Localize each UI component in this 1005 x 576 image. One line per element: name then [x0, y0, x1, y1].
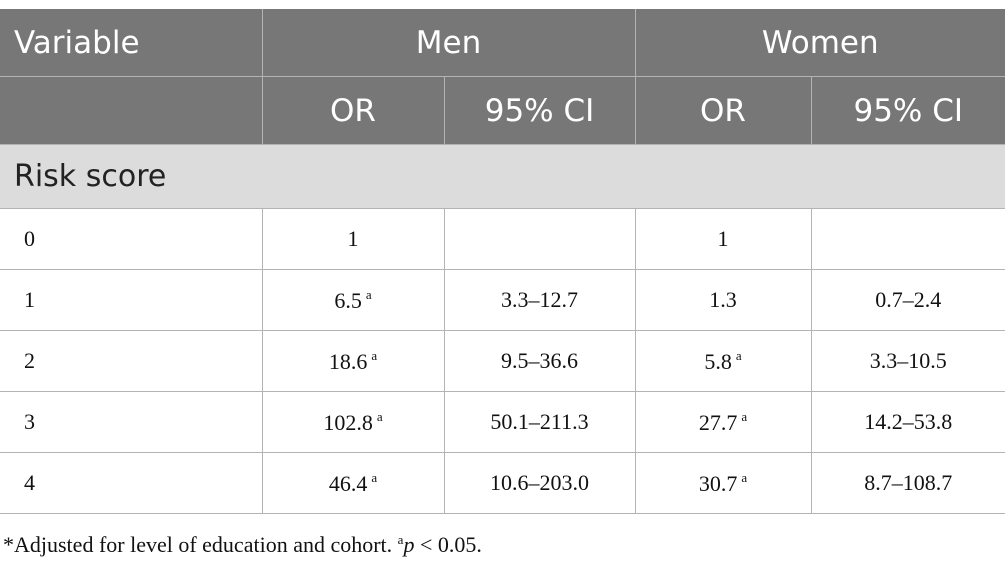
results-table: Variable Men Women OR 95% CI OR 95% CI R…	[0, 9, 1005, 514]
header-women-ci: 95% CI	[810, 76, 1005, 145]
men-ci: 10.6–203.0	[443, 452, 636, 514]
significance-marker: a	[735, 347, 742, 363]
women-or: 1	[634, 208, 812, 270]
women-ci: 0.7–2.4	[810, 269, 1005, 331]
men-ci	[443, 208, 636, 270]
men-or: 102.8 a	[261, 391, 445, 453]
men-ci: 50.1–211.3	[443, 391, 636, 453]
row-label: 3	[0, 391, 263, 453]
women-or: 30.7 a	[634, 452, 812, 514]
header-blank	[0, 76, 263, 145]
row-label: 1	[0, 269, 263, 331]
significance-marker: a	[371, 469, 378, 485]
significance-marker: a	[365, 286, 372, 302]
significance-marker: a	[741, 469, 748, 485]
row-label: 2	[0, 330, 263, 392]
row-label: 0	[0, 208, 263, 270]
men-or: 6.5 a	[261, 269, 445, 331]
header-men: Men	[261, 9, 636, 77]
men-or: 46.4 a	[261, 452, 445, 514]
women-ci: 14.2–53.8	[810, 391, 1005, 453]
women-or: 5.8 a	[634, 330, 812, 392]
women-or: 27.7 a	[634, 391, 812, 453]
header-variable: Variable	[0, 9, 263, 77]
table-row: 1 6.5 a 3.3–12.7 1.3 0.7–2.4	[0, 269, 1005, 331]
men-ci: 9.5–36.6	[443, 330, 636, 392]
table-row: 4 46.4 a 10.6–203.0 30.7 a 8.7–108.7	[0, 452, 1005, 514]
women-ci: 3.3–10.5	[810, 330, 1005, 392]
men-ci: 3.3–12.7	[443, 269, 636, 331]
significance-marker: a	[741, 408, 748, 424]
header-men-ci: 95% CI	[443, 76, 636, 145]
men-or: 18.6 a	[261, 330, 445, 392]
row-label: 4	[0, 452, 263, 514]
table-row: 3 102.8 a 50.1–211.3 27.7 a 14.2–53.8	[0, 391, 1005, 453]
header-women: Women	[634, 9, 1005, 77]
women-ci	[810, 208, 1005, 270]
significance-marker: a	[371, 347, 378, 363]
significance-marker: a	[376, 408, 383, 424]
women-or: 1.3	[634, 269, 812, 331]
header-men-or: OR	[261, 76, 445, 145]
women-ci: 8.7–108.7	[810, 452, 1005, 514]
table-row: 2 18.6 a 9.5–36.6 5.8 a 3.3–10.5	[0, 330, 1005, 392]
header-women-or: OR	[634, 76, 812, 145]
men-or: 1	[261, 208, 445, 270]
table-footnote: *Adjusted for level of education and coh…	[3, 532, 482, 557]
section-risk-score: Risk score	[0, 144, 1005, 209]
table-row: 0 1 1	[0, 208, 1005, 270]
